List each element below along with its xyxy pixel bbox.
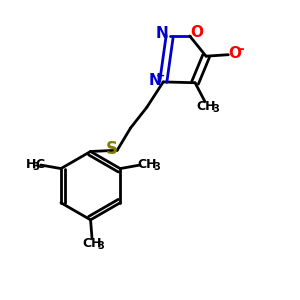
Text: 3: 3 [32, 162, 39, 172]
Text: S: S [106, 140, 118, 158]
Text: O: O [228, 46, 242, 61]
Text: N: N [148, 73, 161, 88]
Text: -: - [238, 42, 244, 56]
Text: H: H [26, 158, 36, 171]
Text: 3: 3 [98, 241, 104, 251]
Text: 3: 3 [212, 104, 219, 114]
Text: O: O [191, 25, 204, 40]
Text: C: C [36, 158, 45, 171]
Text: CH: CH [137, 158, 157, 171]
Text: 3: 3 [153, 162, 160, 172]
Text: CH: CH [82, 237, 102, 250]
Text: +: + [156, 71, 165, 81]
Text: CH: CH [196, 100, 216, 113]
Text: N: N [156, 26, 169, 41]
